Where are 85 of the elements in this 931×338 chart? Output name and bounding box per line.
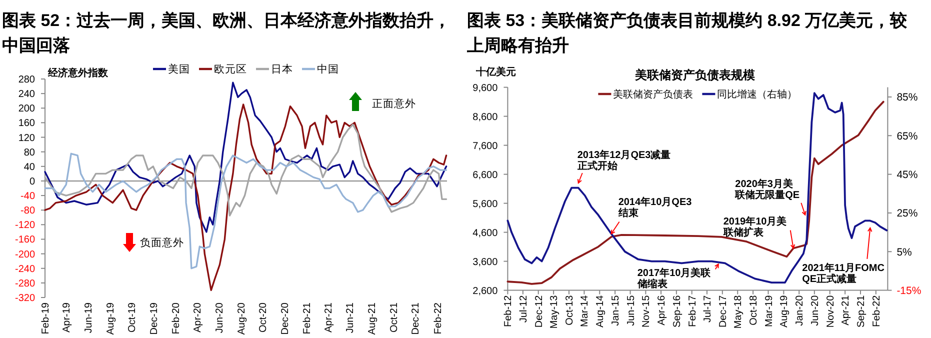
x-tick-label: Feb-22	[871, 295, 882, 327]
x-tick-label: Aug-20	[236, 302, 248, 335]
x-tick-label: Jan-20	[794, 295, 806, 326]
x-tick-label: Jun-15	[626, 295, 637, 326]
y-axis-title: 经济意外指数	[48, 68, 108, 79]
x-tick-label: Dec-12	[534, 295, 545, 328]
y-tick-label: 8,600	[472, 112, 498, 123]
x-tick-label: Nov-15	[641, 295, 652, 328]
x-tick-label: Oct-18	[748, 295, 760, 326]
x-tick-label: Apr-19	[62, 302, 73, 333]
x-tick-label: Dec-19	[148, 302, 160, 335]
legend-label: 欧元区	[214, 64, 247, 76]
y-tick-label: 200	[18, 104, 35, 115]
legend-label: 日本	[271, 62, 293, 76]
y2-tick-label: 25%	[896, 208, 918, 220]
x-tick-label: Feb-17	[687, 295, 698, 327]
y-tick-label: 160	[18, 118, 35, 130]
y-tick-label: -280	[14, 278, 35, 290]
y-tick-label: 4,600	[472, 228, 498, 239]
y-tick-label: 280	[18, 74, 35, 86]
x-tick-label: Apr-16	[656, 295, 668, 326]
x-tick-label: Nov-20	[825, 295, 836, 328]
x-tick-label: Jan-15	[610, 295, 622, 326]
y2-tick-label: 5%	[896, 246, 912, 258]
y2-tick-label: -15%	[896, 284, 922, 297]
x-tick-label: Feb-12	[503, 295, 514, 327]
x-tick-label: Mar-19	[764, 295, 775, 327]
x-tick-label: May-13	[549, 295, 560, 329]
y-tick-label: -40	[20, 191, 35, 202]
y-tick-label: 7,600	[472, 140, 498, 152]
y2-tick-label: 65%	[896, 130, 918, 142]
x-tick-label: Jun-19	[83, 302, 94, 334]
y-tick-label: -80	[20, 206, 35, 217]
legend-label: 中国	[317, 62, 339, 76]
x-tick-label: Oct-20	[258, 302, 270, 333]
y-tick-label: 0	[29, 176, 35, 188]
x-tick-label: Feb-22	[432, 302, 444, 334]
y-tick-label: -120	[14, 220, 35, 232]
subtitle: 美联储资产负债表规模	[635, 68, 755, 82]
y-tick-label: 120	[18, 132, 35, 144]
y2-tick-label: 85%	[896, 92, 918, 104]
y-tick-label: 6,600	[472, 170, 498, 181]
x-tick-label: Aug-14	[595, 295, 606, 328]
x-tick-label: Jul-12	[518, 295, 530, 323]
y-tick-label: 80	[24, 147, 35, 158]
x-tick-label: Dec-21	[410, 302, 422, 335]
x-tick-label: Apr-20	[192, 302, 204, 333]
title: 图表 53：美联储资产负债表目前规模约 8.92 万亿美元，较上周略有抬升	[467, 10, 908, 57]
x-tick-label: Aug-19	[105, 302, 116, 335]
x-tick-label: Sep-21	[856, 295, 867, 328]
y-tick-label: -320	[14, 293, 35, 304]
x-tick-label: Jun-20	[214, 302, 226, 334]
x-tick-label: Jun-20	[810, 295, 821, 326]
y2-tick-label: 45%	[896, 168, 918, 181]
y-tick-label: -160	[14, 234, 35, 246]
title: 图表 52：过去一周，美国、欧洲、日本经济意外指数抬升，中国回落	[2, 10, 452, 57]
x-tick-label: Feb-20	[171, 302, 182, 334]
x-tick-label: Oct-19	[127, 302, 138, 333]
x-tick-label: Jul-17	[702, 295, 714, 323]
x-tick-label: Sep-16	[672, 295, 683, 328]
x-tick-label: Oct-21	[388, 302, 400, 333]
y-tick-label: -240	[14, 264, 35, 275]
legend-label: 美国	[168, 62, 190, 76]
y-tick-label: 2,600	[472, 286, 498, 297]
legend-label: 美联储资产负债表	[613, 88, 694, 100]
y-tick-label: 3,600	[472, 256, 498, 268]
y-tick-label: 40	[24, 162, 35, 173]
x-tick-label: May-18	[733, 295, 744, 329]
x-tick-label: Jun-21	[345, 302, 356, 334]
x-tick-label: Feb-21	[302, 302, 314, 334]
x-tick-label: Mar-14	[580, 295, 591, 327]
y-tick-label: 9,600	[472, 82, 498, 94]
x-tick-label: Dec-17	[718, 295, 729, 328]
x-tick-label: Aug-19	[779, 295, 790, 328]
x-tick-label: Dec-20	[280, 302, 291, 335]
y-tick-label: 5,600	[472, 198, 498, 210]
x-tick-label: Apr-21	[323, 302, 334, 333]
x-tick-label: Aug-21	[366, 302, 378, 335]
y-tick-label: 240	[18, 89, 35, 100]
legend-label: 同比增速（右轴）	[717, 88, 798, 100]
y-tick-label: -200	[14, 249, 35, 260]
x-tick-label: Feb-19	[40, 302, 52, 334]
x-tick-label: Apr-21	[840, 295, 852, 326]
y-axis-title: 十亿美元	[476, 67, 516, 78]
x-tick-label: Oct-13	[564, 295, 576, 326]
